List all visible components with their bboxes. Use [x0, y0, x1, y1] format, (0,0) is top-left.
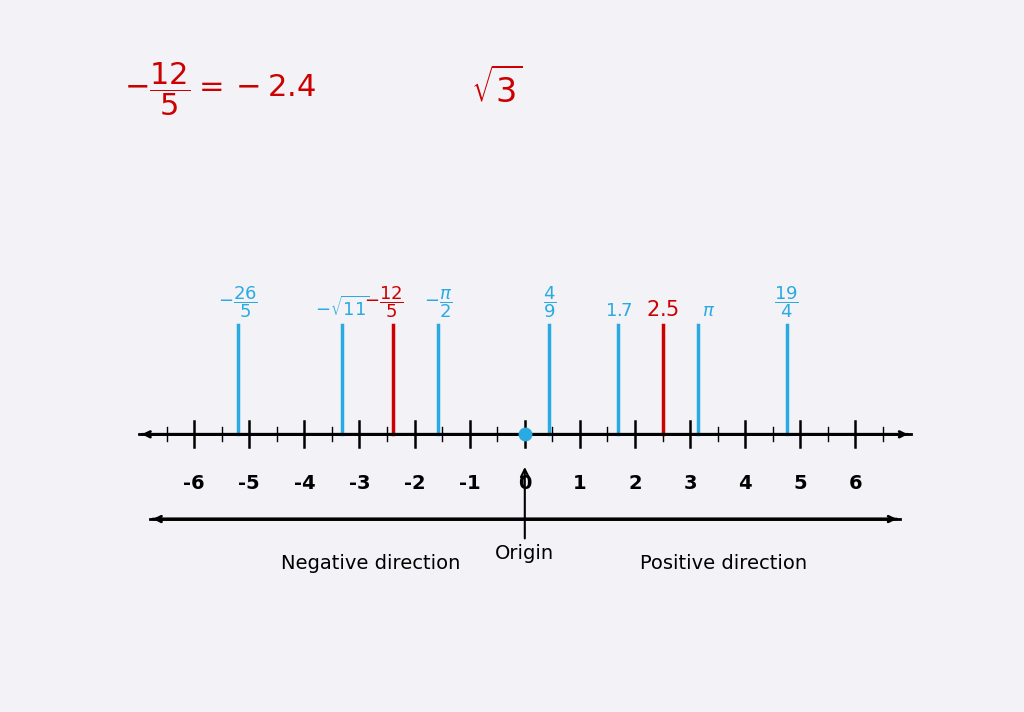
Text: $-\dfrac{26}{5}$: $-\dfrac{26}{5}$ — [218, 284, 258, 320]
Text: 6: 6 — [849, 474, 862, 493]
Text: Negative direction: Negative direction — [281, 554, 460, 573]
Text: 0: 0 — [518, 474, 531, 493]
Text: 4: 4 — [738, 474, 752, 493]
Text: $\dfrac{19}{4}$: $\dfrac{19}{4}$ — [774, 284, 799, 320]
Text: $-\dfrac{\pi}{2}$: $-\dfrac{\pi}{2}$ — [424, 287, 453, 320]
Text: Positive direction: Positive direction — [640, 554, 807, 573]
Text: -3: -3 — [349, 474, 371, 493]
Text: $\pi$: $\pi$ — [702, 302, 716, 320]
Text: $-\sqrt{11}$: $-\sqrt{11}$ — [314, 295, 370, 320]
Text: $2.5$: $2.5$ — [646, 300, 679, 320]
Text: 3: 3 — [683, 474, 697, 493]
Text: $-\dfrac{12}{5}$: $-\dfrac{12}{5}$ — [365, 284, 404, 320]
Text: -6: -6 — [183, 474, 205, 493]
Text: -5: -5 — [239, 474, 260, 493]
Text: $-\dfrac{12}{5} = -2.4$: $-\dfrac{12}{5} = -2.4$ — [124, 61, 316, 117]
Text: 5: 5 — [794, 474, 807, 493]
Text: -4: -4 — [294, 474, 315, 493]
Text: $\dfrac{4}{9}$: $\dfrac{4}{9}$ — [543, 284, 556, 320]
Text: 2: 2 — [628, 474, 642, 493]
Text: -1: -1 — [459, 474, 480, 493]
Text: -2: -2 — [403, 474, 425, 493]
Text: $\sqrt{3}$: $\sqrt{3}$ — [471, 68, 522, 110]
Text: 1: 1 — [573, 474, 587, 493]
Text: $1.7$: $1.7$ — [604, 302, 633, 320]
Text: Origin: Origin — [496, 469, 554, 563]
